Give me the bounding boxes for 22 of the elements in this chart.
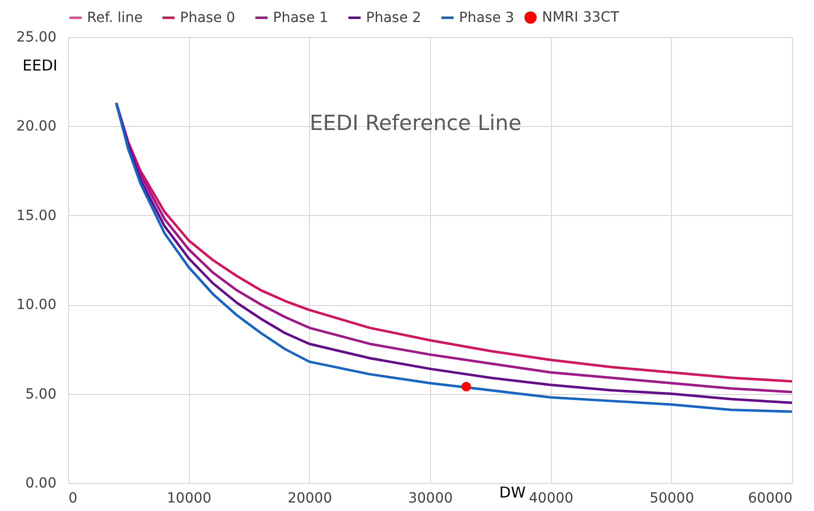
x-tick-label: 60000	[748, 490, 792, 506]
legend-label: NMRI 33CT	[542, 10, 620, 26]
x-tick-label: 30000	[408, 490, 453, 506]
y-axis-title: EEDI	[22, 56, 58, 74]
y-tick-label: 10.00	[16, 297, 56, 314]
x-tick-label: 50000	[650, 490, 694, 506]
x-axis-title: DW	[499, 484, 526, 502]
legend-label: Ref. line	[87, 10, 143, 26]
y-tick-label: 20.00	[16, 118, 56, 135]
x-tick-label: 20000	[288, 490, 332, 506]
legend-label: Phase 2	[366, 10, 422, 26]
x-tick-label: 0	[68, 490, 78, 506]
legend-label: Phase 0	[180, 10, 236, 26]
y-tick-label: 5.00	[25, 386, 56, 402]
legend-label: Phase 1	[273, 10, 328, 26]
y-tick-label: 25.00	[16, 30, 56, 46]
text: EEDI Reference Line	[310, 110, 522, 135]
y-tick-label: 15.00	[16, 208, 56, 224]
y-tick-label: 0.00	[25, 476, 56, 492]
x-tick-label: 10000	[166, 490, 212, 506]
x-tick-label: 40000	[528, 490, 574, 506]
legend-label: Phase 3	[459, 10, 514, 26]
